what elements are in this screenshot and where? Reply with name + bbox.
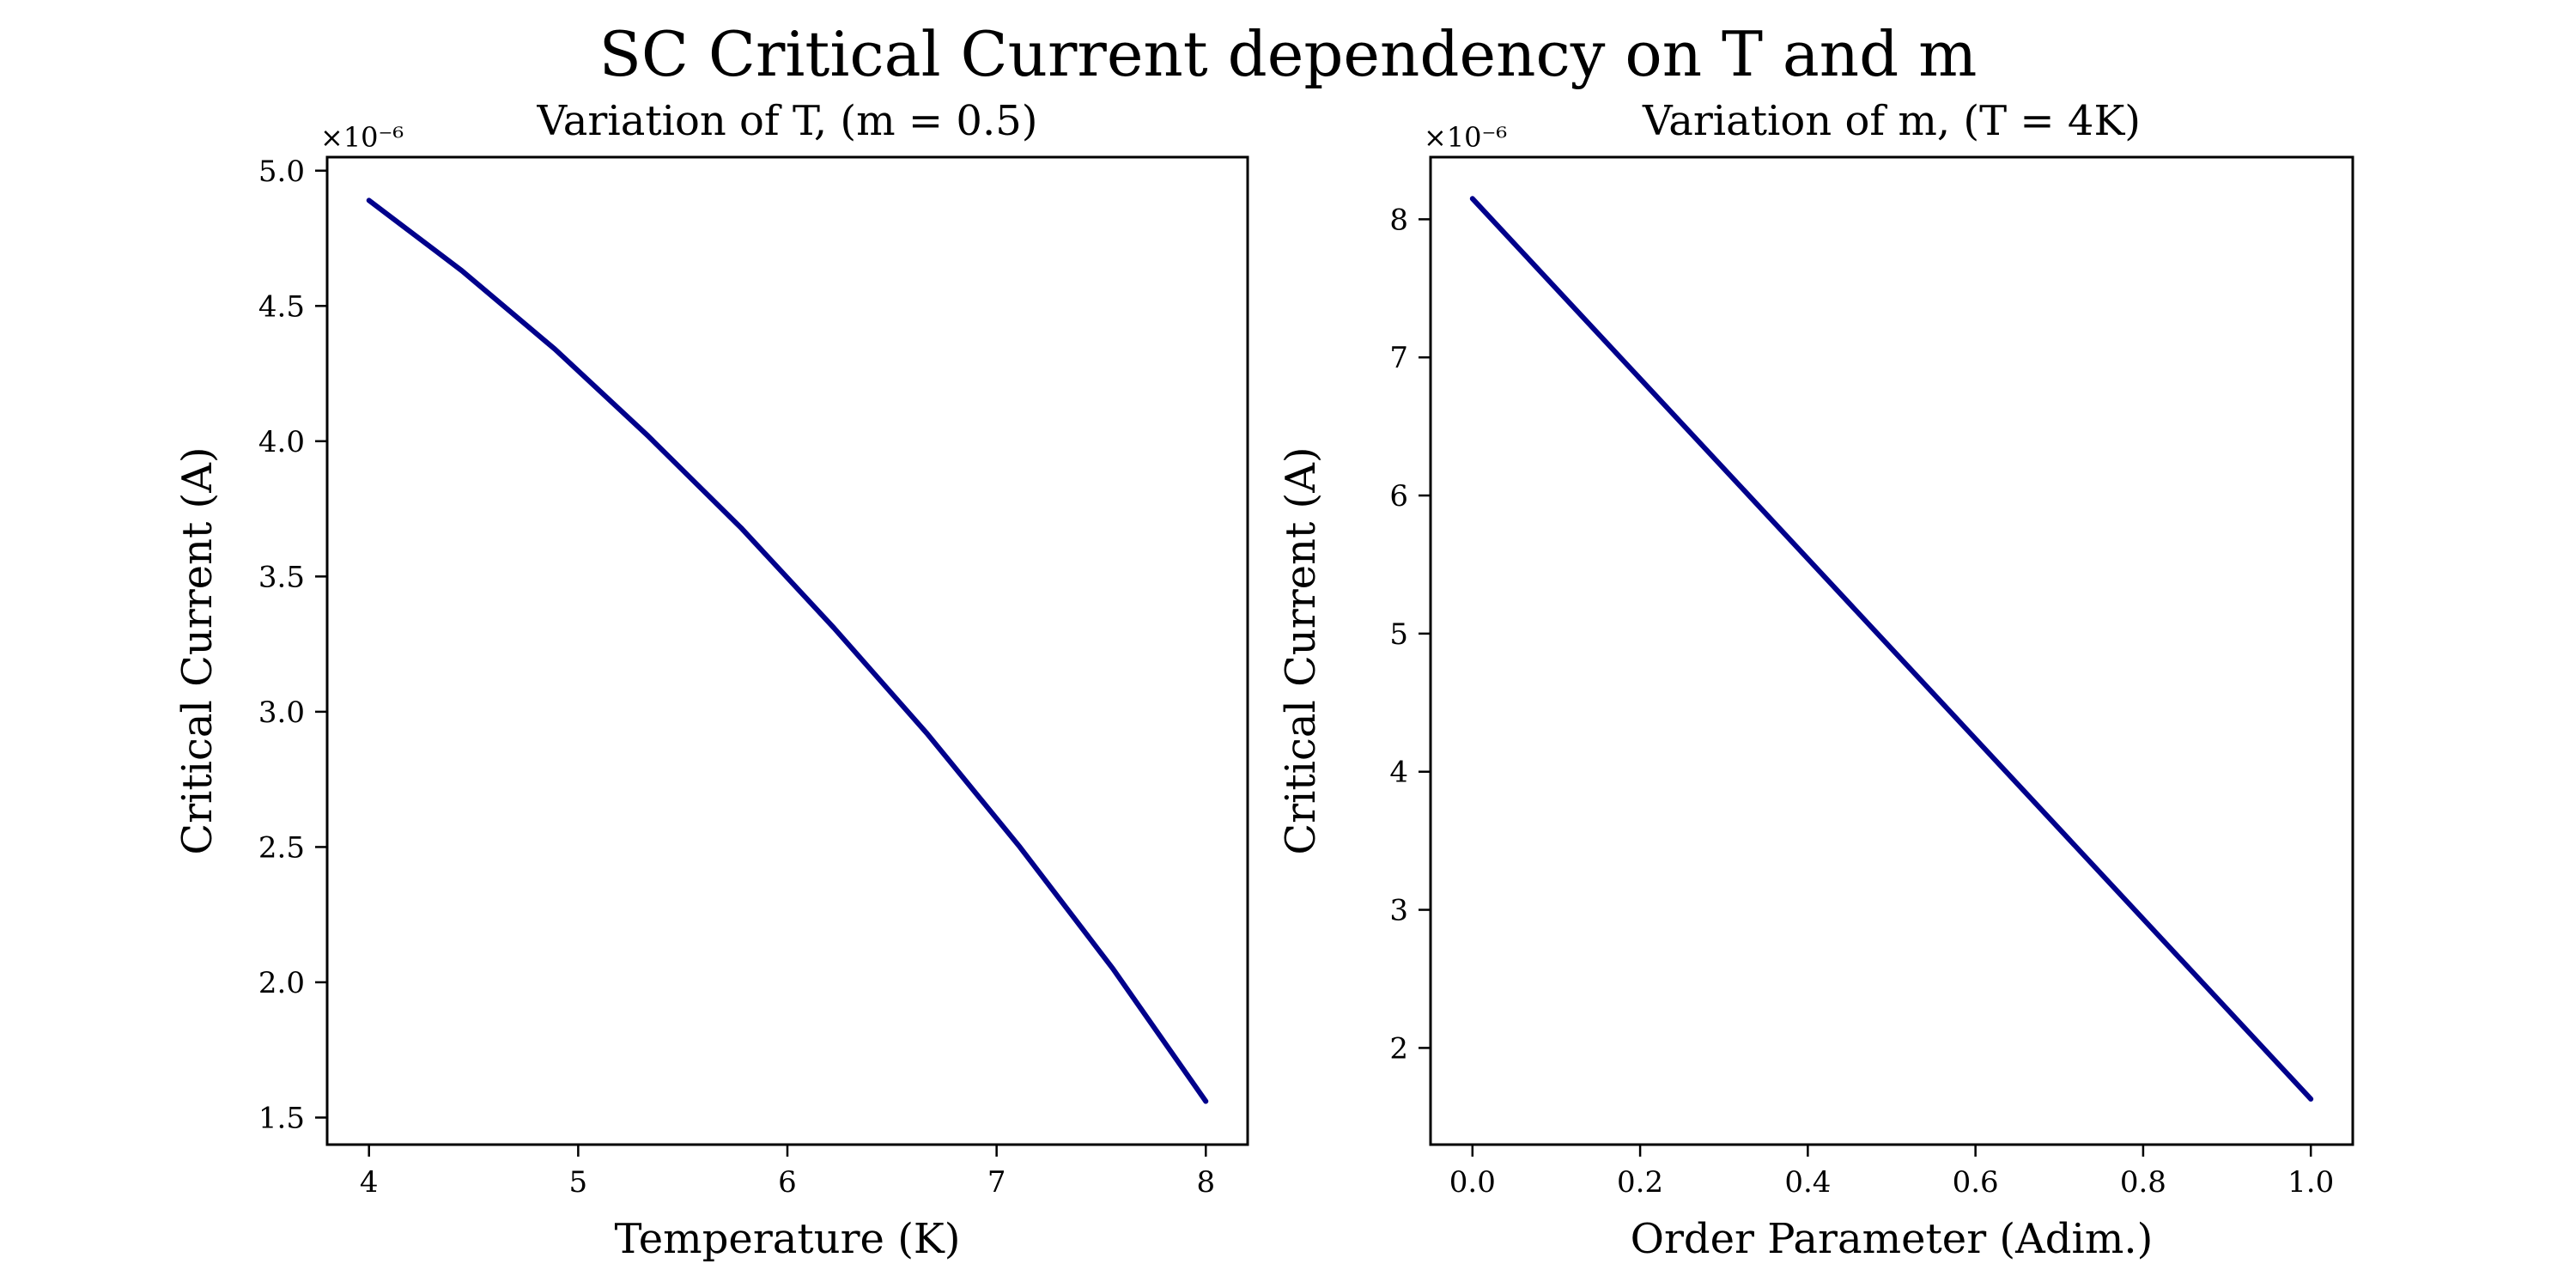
right-chart-series bbox=[1469, 196, 2314, 1102]
right-chart-y-tick-label: 7 bbox=[1389, 341, 1408, 375]
right-chart-x-tick-label: 0.0 bbox=[1449, 1165, 1496, 1200]
right-chart-y-tick-label: 2 bbox=[1389, 1031, 1408, 1066]
right-chart-x-axis-label: Order Parameter (Adim.) bbox=[1631, 1215, 2154, 1263]
left-chart-y-tick-label: 3.5 bbox=[258, 560, 305, 594]
right-chart-plot-frame bbox=[1429, 155, 2354, 1146]
right-chart-y-tick-label: 5 bbox=[1389, 617, 1408, 652]
left-chart-x-tick-label: 8 bbox=[1196, 1165, 1215, 1200]
right-chart-y-tick-label: 4 bbox=[1389, 756, 1408, 790]
left-chart-panel: Variation of T, (m = 0.5) Temperature (K… bbox=[173, 97, 1249, 1263]
right-chart-y-axis-label: Critical Current (A) bbox=[1277, 447, 1325, 854]
left-chart-ticks: 4 5 6 7 8 1.5 2.0 2.5 3.0 3.5 4.0 4.5 5.0 bbox=[258, 155, 1215, 1200]
right-chart-series-line bbox=[1469, 196, 2314, 1102]
right-chart-y-tick-label: 3 bbox=[1389, 894, 1408, 928]
left-chart-title: Variation of T, (m = 0.5) bbox=[537, 97, 1038, 145]
left-chart-y-tick-label: 5.0 bbox=[258, 155, 305, 189]
left-chart-x-tick-label: 4 bbox=[360, 1165, 379, 1200]
right-chart-y-tick-label: 6 bbox=[1389, 479, 1408, 513]
right-chart-panel: Variation of m, (T = 4K) Order Parameter… bbox=[1277, 97, 2354, 1263]
left-chart-y-tick-label: 2.0 bbox=[258, 966, 305, 1000]
right-chart-x-tick-label: 0.4 bbox=[1784, 1165, 1831, 1200]
right-chart-x-tick-label: 1.0 bbox=[2287, 1165, 2334, 1200]
figure-title: SC Critical Current dependency on T and … bbox=[599, 18, 1978, 90]
left-chart-y-offset-label: ×10⁻⁶ bbox=[320, 121, 404, 154]
left-chart-x-tick-label: 6 bbox=[778, 1165, 797, 1200]
left-chart-y-axis-label: Critical Current (A) bbox=[173, 447, 222, 854]
left-chart-y-tick-label: 4.5 bbox=[258, 289, 305, 324]
left-chart-plot-frame bbox=[325, 155, 1249, 1146]
left-chart-x-axis-label: Temperature (K) bbox=[614, 1215, 960, 1263]
left-chart-y-tick-label: 3.0 bbox=[258, 696, 305, 730]
left-chart-y-tick-label: 2.5 bbox=[258, 830, 305, 865]
left-chart-y-tick-label: 1.5 bbox=[258, 1101, 305, 1135]
right-chart-ticks: 0.0 0.2 0.4 0.6 0.8 1.0 2 3 4 5 6 7 8 bbox=[1389, 203, 2334, 1200]
right-chart-x-tick-label: 0.6 bbox=[1953, 1165, 1999, 1200]
left-chart-y-tick-label: 4.0 bbox=[258, 425, 305, 459]
right-chart-title: Variation of m, (T = 4K) bbox=[1642, 97, 2141, 145]
left-chart-series bbox=[366, 197, 1209, 1104]
right-chart-y-tick-label: 8 bbox=[1389, 203, 1408, 237]
right-chart-x-tick-label: 0.8 bbox=[2120, 1165, 2166, 1200]
left-chart-series-line bbox=[366, 197, 1209, 1104]
left-chart-x-tick-label: 5 bbox=[569, 1165, 588, 1200]
right-chart-y-offset-label: ×10⁻⁶ bbox=[1424, 121, 1507, 154]
right-chart-x-tick-label: 0.2 bbox=[1617, 1165, 1663, 1200]
left-chart-x-tick-label: 7 bbox=[987, 1165, 1006, 1200]
